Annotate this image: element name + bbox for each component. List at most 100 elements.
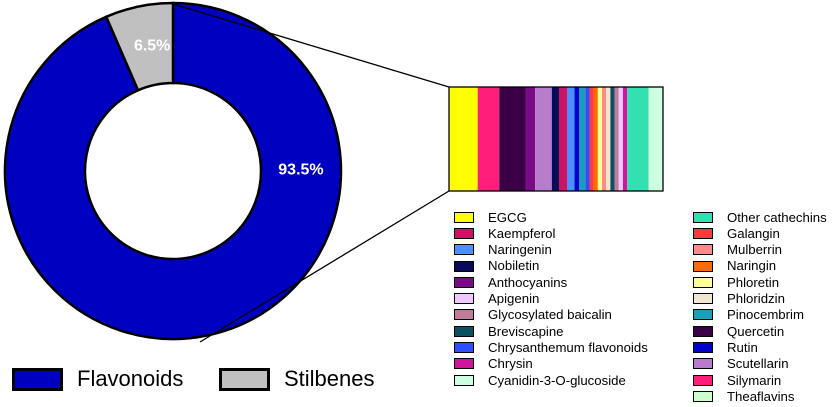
donut-label-stilbenes: 6.5% xyxy=(134,38,170,55)
bar-segment-pinocembrim xyxy=(579,87,586,191)
bar-segment-galangin xyxy=(589,87,594,191)
bar-legend-label-silymarin: Silymarin xyxy=(727,372,782,388)
legend-item-stilbenes: Stilbenes xyxy=(219,366,375,392)
bar-legend-swatch-phloretin xyxy=(693,276,713,288)
bar-segment-scutellarin xyxy=(535,87,552,191)
connector-line-top xyxy=(172,3,450,88)
bar-legend-item-kaempferol: Kaempferol xyxy=(454,225,648,241)
bar-legend-swatch-naringenin xyxy=(454,244,474,256)
bar-legend-item-silymarin: Silymarin xyxy=(693,372,827,388)
bar-legend-item-breviscapine: Breviscapine xyxy=(454,323,648,339)
bar-legend-swatch-anthocyanins xyxy=(454,276,474,288)
bar-legend-label-other-cathechins: Other cathechins xyxy=(727,209,827,225)
bar-legend-swatch-scutellarin xyxy=(693,358,713,370)
bar-legend-swatch-cyanidin-3-o-glucoside xyxy=(454,374,474,386)
bar-segment-silymarin xyxy=(477,87,500,191)
bar-legend-label-anthocyanins: Anthocyanins xyxy=(488,274,568,290)
legend-label-flavonoids: Flavonoids xyxy=(77,366,184,391)
bar-legend-label-phloretin: Phloretin xyxy=(727,274,780,290)
bar-legend-item-pinocembrim: Pinocembrim xyxy=(693,307,827,323)
bar-legend-item-naringenin: Naringenin xyxy=(454,242,648,258)
bar-segment-egcg xyxy=(449,87,478,191)
bar-segment-nobiletin xyxy=(551,87,559,191)
bar-legend-item-egcg: EGCG xyxy=(454,209,648,225)
bar-segment-apigenin xyxy=(618,87,623,191)
bar-legend-swatch-chrysanthemum-flavonoids xyxy=(454,342,474,354)
bar-legend-item-quercetin: Quercetin xyxy=(693,323,827,339)
bar-segment-glycosylated-baicalin xyxy=(614,87,619,191)
bar-legend-item-glycosylated-baicalin: Glycosylated baicalin xyxy=(454,307,648,323)
bar-legend-swatch-theaflavins xyxy=(693,390,713,402)
bar-legend-swatch-apigenin xyxy=(454,293,474,305)
bar-legend-column-1: EGCG Kaempferol Naringenin Nobiletin Anthocy… xyxy=(454,209,648,388)
bar-legend-swatch-glycosylated-baicalin xyxy=(454,309,474,321)
stacked-bar xyxy=(448,86,664,192)
bar-legend-label-naringin: Naringin xyxy=(727,258,777,274)
bar-legend-swatch-rutin xyxy=(693,342,713,354)
bar-legend-swatch-chrysin xyxy=(454,358,474,370)
bar-legend-item-theaflavins: Theaflavins xyxy=(693,388,827,404)
bar-legend-item-phloretin: Phloretin xyxy=(693,274,827,290)
bar-legend-item-naringin: Naringin xyxy=(693,258,827,274)
bar-legend-column-2: Other cathechins Galangin Mulberrin Naringi… xyxy=(693,209,827,405)
bar-legend-item-galangin: Galangin xyxy=(693,225,827,241)
bar-legend-item-mulberrin: Mulberrin xyxy=(693,242,827,258)
bar-legend-label-nobiletin: Nobiletin xyxy=(488,258,540,274)
bar-outline xyxy=(448,86,664,192)
bar-legend-label-phloridzin: Phloridzin xyxy=(727,291,785,307)
bar-legend-label-chrysin: Chrysin xyxy=(488,356,533,372)
bar-segment-anthocyanins xyxy=(525,87,536,191)
bar-legend-label-egcg: EGCG xyxy=(488,209,527,225)
bar-legend-item-apigenin: Apigenin xyxy=(454,290,648,306)
bar-legend-swatch-silymarin xyxy=(693,374,713,386)
bar-segment-breviscapine xyxy=(610,87,615,191)
bar-legend-label-galangin: Galangin xyxy=(727,225,780,241)
bar-legend-label-breviscapine: Breviscapine xyxy=(488,323,564,339)
bar-legend-label-naringenin: Naringenin xyxy=(488,242,552,258)
bar-legend-item-anthocyanins: Anthocyanins xyxy=(454,274,648,290)
bar-segment-quercetin xyxy=(499,87,526,191)
bar-legend-label-theaflavins: Theaflavins xyxy=(727,388,795,404)
bar-segment-naringenin xyxy=(567,87,575,191)
bar-legend-label-chrysanthemum-flavonoids: Chrysanthemum flavonoids xyxy=(488,339,648,355)
bar-legend-swatch-breviscapine xyxy=(454,325,474,337)
bar-segment-naringin xyxy=(593,87,598,191)
bar-segment-chrysanthemum-flavonoids xyxy=(585,87,590,191)
legend-swatch-stilbenes xyxy=(219,367,270,391)
bar-legend-swatch-quercetin xyxy=(693,325,713,337)
bar-legend-label-mulberrin: Mulberrin xyxy=(727,242,782,258)
bar-legend-label-cyanidin-3-o-glucoside: Cyanidin-3-O-glucoside xyxy=(488,372,626,388)
bar-segment-chrysin xyxy=(622,87,628,191)
donut-slice-stilbenes xyxy=(104,1,175,92)
bar-legend-item-phloridzin: Phloridzin xyxy=(693,290,827,306)
bar-segment-mulberrin xyxy=(602,87,607,191)
legend-swatch-flavonoids xyxy=(12,367,63,391)
bar-segment-cyanidin-3-o-glucoside xyxy=(648,87,663,191)
bar-legend-item-nobiletin: Nobiletin xyxy=(454,258,648,274)
bar-legend-label-rutin: Rutin xyxy=(727,339,758,355)
bar-legend-label-kaempferol: Kaempferol xyxy=(488,225,556,241)
bar-legend-item-rutin: Rutin xyxy=(693,339,827,355)
bar-legend-swatch-phloridzin xyxy=(693,293,713,305)
bar-legend-label-pinocembrim: Pinocembrim xyxy=(727,307,804,323)
connector-line-bottom xyxy=(199,190,450,343)
bar-legend-label-glycosylated-baicalin: Glycosylated baicalin xyxy=(488,307,612,323)
bar-legend-swatch-nobiletin xyxy=(454,260,474,272)
bar-legend-swatch-pinocembrim xyxy=(693,309,713,321)
bar-segment-kaempferol xyxy=(558,87,568,191)
donut-chart: 93.5% 6.5% xyxy=(3,1,343,341)
donut-label-flavonoids: 93.5% xyxy=(278,161,323,178)
bar-segment-rutin xyxy=(574,87,580,191)
bar-legend-swatch-other-cathechins xyxy=(693,211,713,223)
bar-legend-item-chrysin: Chrysin xyxy=(454,356,648,372)
bar-legend-swatch-mulberrin xyxy=(693,244,713,256)
bar-segment-phloretin xyxy=(597,87,603,191)
bar-legend-swatch-galangin xyxy=(693,227,713,239)
bar-legend-swatch-egcg xyxy=(454,211,474,223)
bar-segment-other-cathechins xyxy=(627,87,649,191)
bar-legend-label-scutellarin: Scutellarin xyxy=(727,356,789,372)
bar-legend-swatch-naringin xyxy=(693,260,713,272)
donut-slice-flavonoids xyxy=(3,1,343,341)
bar-segment-phloridzin xyxy=(606,87,611,191)
bar-legend-label-apigenin: Apigenin xyxy=(488,291,540,307)
